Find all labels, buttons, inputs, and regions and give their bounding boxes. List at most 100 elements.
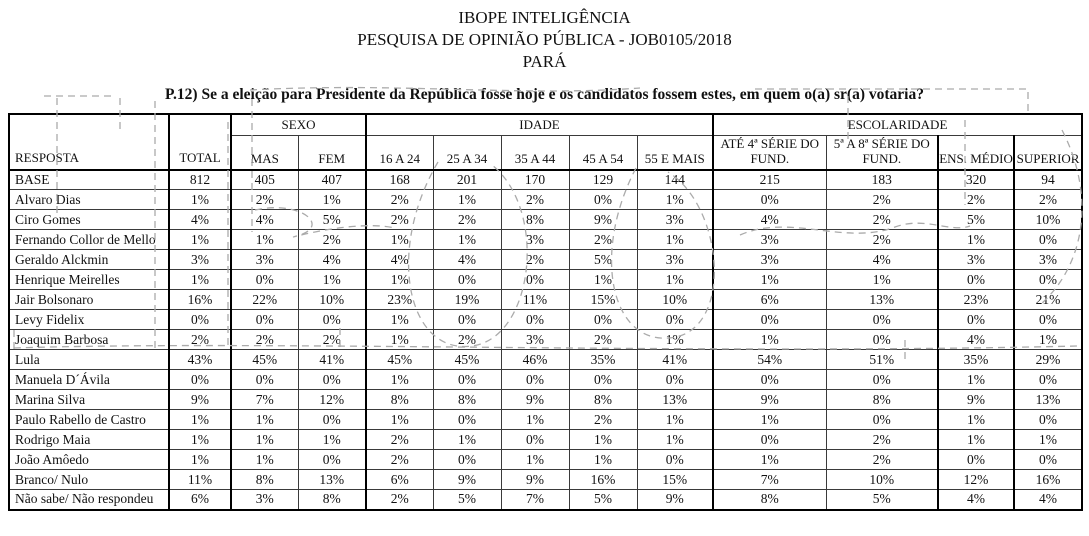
data-cell: 0% — [432, 369, 502, 390]
data-cell: 1% — [365, 309, 434, 330]
group-header-idade: IDADE — [365, 113, 715, 136]
column-header: 55 E MAIS — [636, 134, 715, 171]
data-cell: 2% — [297, 329, 368, 350]
data-cell: 12% — [297, 389, 368, 410]
data-cell: 129 — [568, 169, 638, 190]
table-row: Paulo Rabello de Castro 1% 1% 0% 1% 0% 1% 2% 1% 1… — [8, 409, 1083, 430]
row-label: João Amôedo — [8, 449, 170, 470]
data-cell: 0% — [500, 429, 570, 450]
data-cell: 1% — [168, 189, 232, 210]
group-header-row: RESPOSTA TOTAL SEXO IDADE ESCOLARIDADE — [8, 113, 1083, 171]
column-header: ENS. MÉDIO — [937, 134, 1016, 171]
data-cell: 0% — [937, 449, 1016, 470]
row-label: Alvaro Dias — [8, 189, 170, 210]
data-cell: 7% — [500, 489, 570, 510]
data-cell: 2% — [825, 209, 940, 230]
data-cell: 13% — [636, 389, 715, 410]
data-cell: 8% — [825, 389, 940, 410]
data-cell: 10% — [825, 469, 940, 490]
table-row: Geraldo Alckmin 3% 3% 4% 4% 4% 2% 5% 3% 3% 4% 3% 3% — [8, 249, 1083, 270]
data-cell: 0% — [825, 369, 940, 390]
data-cell: 2% — [568, 329, 638, 350]
survey-title: PESQUISA DE OPINIÃO PÚBLICA - JOB0105/20… — [357, 30, 732, 49]
data-cell: 0% — [568, 309, 638, 330]
data-cell: 5% — [568, 249, 638, 270]
data-cell: 0% — [432, 449, 502, 470]
table-row: Fernando Collor de Mello 1% 1% 2% 1% 1% 3% 2% 1%… — [8, 229, 1083, 250]
data-cell: 1% — [937, 229, 1016, 250]
row-label: Não sabe/ Não respondeu — [8, 489, 170, 510]
data-cell: 23% — [937, 289, 1016, 310]
data-cell: 1% — [168, 409, 232, 430]
data-cell: 1% — [432, 429, 502, 450]
data-cell: 0% — [500, 369, 570, 390]
data-cell: 41% — [297, 349, 368, 370]
data-cell: 405 — [230, 169, 299, 190]
data-cell: 9% — [636, 489, 715, 510]
data-cell: 15% — [636, 469, 715, 490]
table-row: BASE 812 405 407 168 201 170 129 144 215 183 320 94 — [8, 169, 1083, 190]
data-cell: 9% — [500, 469, 570, 490]
data-cell: 3% — [500, 229, 570, 250]
data-cell: 9% — [712, 389, 827, 410]
data-cell: 1% — [636, 329, 715, 350]
data-cell: 2% — [500, 189, 570, 210]
data-cell: 8% — [230, 469, 299, 490]
column-header: FEM — [297, 134, 368, 171]
data-cell: 45% — [230, 349, 299, 370]
table-row: Alvaro Dias 1% 2% 1% 2% 1% 2% 0% 1% 0% 2% 2% 2% — [8, 189, 1083, 210]
column-header-total: TOTAL — [168, 113, 232, 171]
data-cell: 2% — [500, 249, 570, 270]
data-cell: 3% — [1013, 249, 1083, 270]
data-cell: 170 — [500, 169, 570, 190]
table-row: Levy Fidelix 0% 0% 0% 1% 0% 0% 0% 0% 0% 0% 0% 0% — [8, 309, 1083, 330]
data-cell: 2% — [1013, 189, 1083, 210]
data-cell: 1% — [365, 269, 434, 290]
data-cell: 1% — [1013, 429, 1083, 450]
data-cell: 1% — [365, 409, 434, 430]
data-cell: 1% — [168, 229, 232, 250]
data-cell: 1% — [432, 189, 502, 210]
data-cell: 7% — [230, 389, 299, 410]
data-cell: 2% — [365, 429, 434, 450]
data-cell: 2% — [297, 229, 368, 250]
data-cell: 4% — [1013, 489, 1083, 510]
data-cell: 3% — [712, 249, 827, 270]
column-header: 5ª A 8ª SÉRIE DO FUND. — [825, 134, 940, 171]
data-cell: 201 — [432, 169, 502, 190]
data-cell: 0% — [297, 449, 368, 470]
column-header: 45 A 54 — [568, 134, 638, 171]
data-cell: 0% — [1013, 269, 1083, 290]
data-cell: 23% — [365, 289, 434, 310]
group-header-sexo: SEXO — [230, 113, 368, 136]
table-row: Manuela D´Ávila 0% 0% 0% 1% 0% 0% 0% 0% 0% 0% 1% 0% — [8, 369, 1083, 390]
data-cell: 3% — [230, 249, 299, 270]
data-cell: 2% — [568, 409, 638, 430]
data-cell: 2% — [230, 329, 299, 350]
data-cell: 0% — [1013, 229, 1083, 250]
data-cell: 22% — [230, 289, 299, 310]
data-cell: 1% — [712, 329, 827, 350]
data-cell: 320 — [937, 169, 1016, 190]
data-cell: 1% — [937, 369, 1016, 390]
data-cell: 46% — [500, 349, 570, 370]
data-cell: 0% — [712, 369, 827, 390]
data-cell: 3% — [636, 209, 715, 230]
data-cell: 144 — [636, 169, 715, 190]
data-cell: 0% — [712, 189, 827, 210]
data-cell: 1% — [168, 449, 232, 470]
org-title: IBOPE INTELIGÊNCIA — [458, 8, 631, 27]
column-header: 16 A 24 — [365, 134, 434, 171]
data-cell: 0% — [432, 309, 502, 330]
data-cell: 1% — [500, 409, 570, 430]
data-cell: 4% — [937, 489, 1016, 510]
data-cell: 11% — [500, 289, 570, 310]
data-cell: 13% — [1013, 389, 1083, 410]
data-cell: 0% — [636, 309, 715, 330]
data-cell: 0% — [230, 269, 299, 290]
data-cell: 1% — [568, 449, 638, 470]
data-cell: 45% — [432, 349, 502, 370]
data-cell: 43% — [168, 349, 232, 370]
data-cell: 10% — [297, 289, 368, 310]
